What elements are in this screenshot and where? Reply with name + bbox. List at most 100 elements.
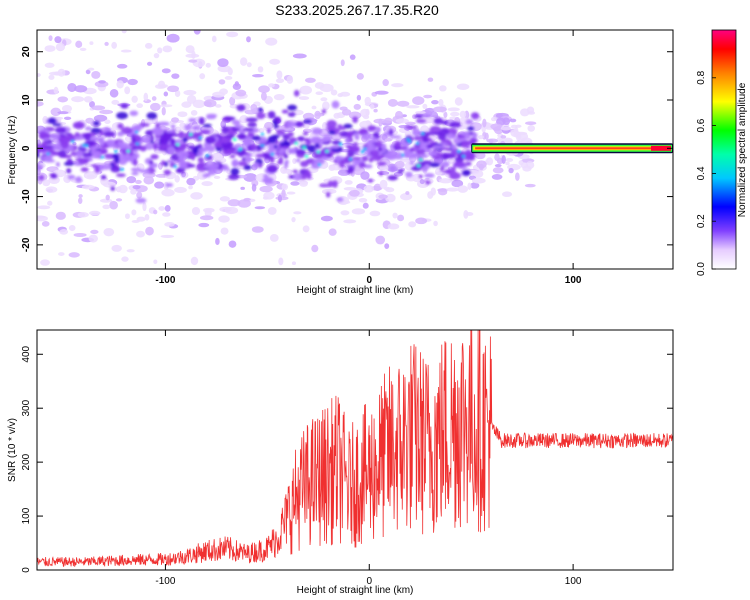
heatmap-hotspot (173, 165, 178, 168)
heatmap-noise-blob (58, 252, 65, 257)
heatmap-band-blob (411, 128, 421, 137)
heatmap-noise-blob (162, 45, 173, 53)
heatmap-noise-blob (427, 77, 434, 82)
heatmap-noise-blob (99, 109, 114, 115)
heatmap-noise-blob (454, 97, 463, 106)
heatmap-band-blob (93, 121, 100, 126)
heatmap-band-blob (116, 173, 126, 178)
heatmap-noise-blob (193, 30, 201, 35)
heatmap-noise-blob (164, 204, 171, 212)
heatmap-band-blob (409, 161, 415, 165)
heatmap-band-blob (188, 118, 197, 123)
heatmap-noise-blob (239, 115, 249, 124)
heatmap-noise-blob (98, 80, 106, 84)
heatmap-noise-blob (131, 219, 140, 223)
heatmap-band-blob (449, 172, 461, 180)
heatmap-band-blob (287, 131, 294, 137)
heatmap-core (37, 89, 480, 204)
heatmap-noise-blob (527, 125, 536, 132)
heatmap-noise-blob (85, 163, 94, 167)
heatmap-noise-blob (164, 222, 175, 227)
heatmap-band-blob (303, 137, 310, 143)
heatmap-band-blob (451, 148, 460, 156)
heatmap-noise-blob (358, 198, 368, 203)
heatmap-hotspot (114, 150, 118, 153)
heatmap-noise-blob (408, 221, 417, 228)
heatmap-hotspot (461, 154, 466, 158)
heatmap-band-blob (134, 124, 141, 133)
heatmap-noise-blob (132, 184, 141, 190)
heatmap-noise-blob (412, 96, 425, 105)
heatmap-band-blob (428, 150, 438, 157)
heatmap-band-blob (237, 161, 248, 166)
heatmap-noise-blob (109, 89, 119, 98)
heatmap-noise-blob (311, 244, 319, 253)
heatmap-noise-blob (198, 222, 210, 228)
heatmap-band-blob (440, 165, 445, 172)
heatmap-band-blob (292, 169, 298, 174)
heatmap-band-blob (449, 121, 462, 128)
heatmap-noise-blob (459, 110, 467, 119)
heatmap-noise-blob (79, 47, 87, 51)
heatmap-band-blob (153, 142, 158, 151)
heatmap-noise-blob (151, 96, 157, 101)
heatmap-noise-blob (125, 213, 130, 220)
heatmap-noise-blob (328, 228, 337, 236)
heatmap-band-blob (453, 161, 466, 168)
heatmap-band-blob (446, 168, 453, 175)
snr-panel: -100 0 100 0 100 200 300 400 Height of straigh… (7, 329, 674, 596)
heatmap-noise-blob (199, 215, 214, 221)
heatmap-noise-blob (369, 210, 381, 217)
heatmap-noise-blob (478, 135, 484, 140)
heatmap-band-blob (243, 164, 252, 171)
heatmap-band-blob (116, 111, 128, 120)
heatmap-band-blob (409, 148, 415, 152)
heatmap-band-blob (177, 150, 189, 159)
heatmap-band-blob (266, 164, 278, 173)
heatmap-noise-blob (265, 37, 278, 46)
heatmap-noise-blob (121, 256, 129, 262)
heatmap-noise-blob (109, 200, 118, 210)
heatmap-noise-blob (190, 110, 198, 116)
heatmap-band-blob (144, 142, 154, 150)
colorbar-tick-label: 0.6 (696, 118, 707, 132)
heatmap-band-blob (353, 132, 360, 138)
heatmap-noise-blob (127, 78, 138, 86)
heatmap-band-blob (43, 145, 54, 149)
heatmap-band-blob (414, 114, 424, 119)
heatmap-noise-blob (281, 183, 289, 191)
heatmap-noise-blob (257, 66, 264, 73)
heatmap-band-blob (60, 141, 69, 149)
heatmap-noise-blob (48, 74, 55, 80)
heatmap-band-blob (152, 127, 164, 136)
heatmap-band-blob (55, 161, 61, 168)
heatmap-band-blob (467, 126, 475, 131)
heatmap-band-blob (129, 110, 139, 117)
heatmap-noise-blob (115, 198, 123, 202)
heatmap-noise-blob (37, 101, 44, 107)
heatmap-noise-blob (218, 79, 226, 85)
heatmap-noise-blob (215, 237, 220, 246)
heatmap-band-blob (465, 119, 474, 125)
heatmap-noise-blob (438, 178, 453, 184)
heatmap-noise-blob (159, 104, 173, 108)
heatmap-noise-blob (232, 83, 242, 90)
heatmap-noise-blob (136, 230, 145, 238)
heatmap-band-blob (165, 182, 174, 188)
heatmap-noise-blob (105, 194, 110, 201)
heatmap-noise-blob (126, 249, 135, 253)
heatmap-noise-blob (330, 89, 338, 96)
heatmap-noise-blob (174, 186, 187, 193)
heatmap-noise-blob (360, 171, 370, 180)
heatmap-noise-blob (157, 47, 163, 54)
heatmap-hotspot (232, 138, 237, 141)
heatmap-noise-blob (89, 100, 95, 108)
heatmap-noise-blob (340, 210, 350, 216)
heatmap-noise-blob (251, 183, 257, 192)
heatmap-band-blob (441, 160, 450, 168)
heatmap-noise-blob (356, 94, 362, 101)
heatmap-band-blob (197, 157, 205, 163)
heatmap-noise-blob (260, 91, 267, 101)
heatmap-band-blob (96, 136, 105, 143)
heatmap-noise-blob (143, 175, 155, 185)
